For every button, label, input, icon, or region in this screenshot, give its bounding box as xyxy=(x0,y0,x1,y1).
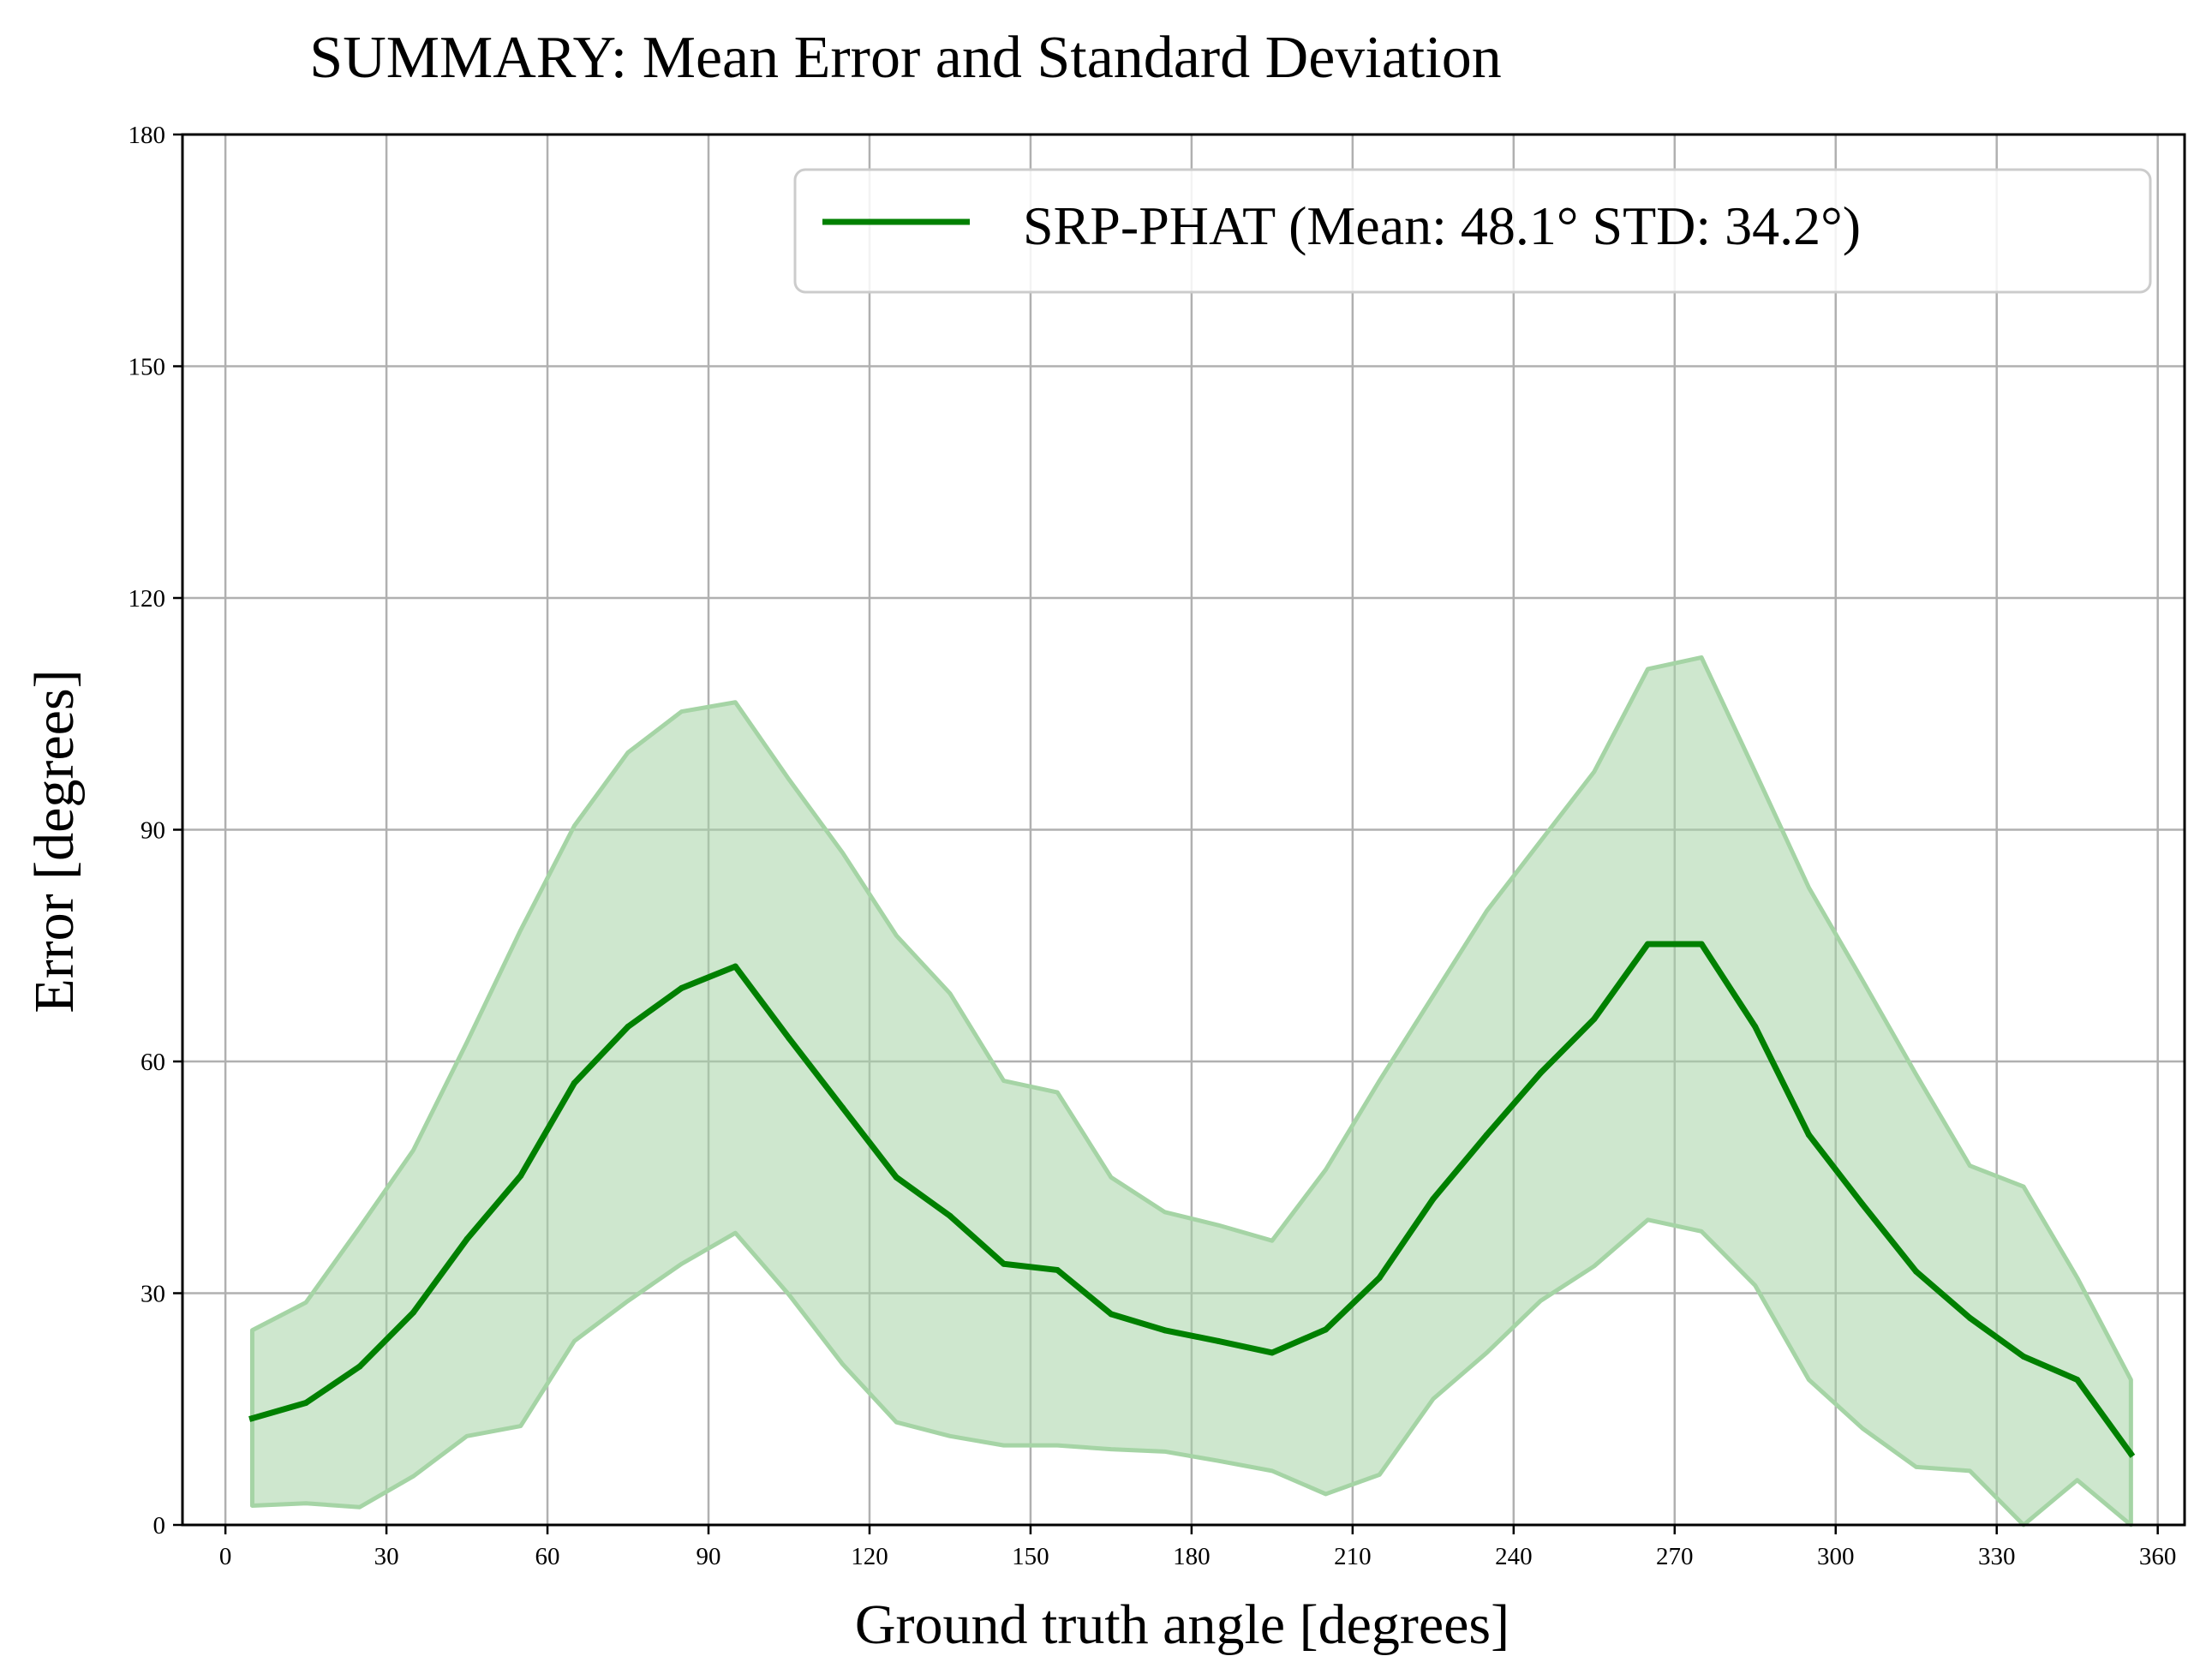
x-tick-label: 300 xyxy=(1817,1543,1855,1570)
x-tick-label: 30 xyxy=(374,1543,399,1570)
mean-line-layer xyxy=(248,941,2136,1458)
y-tick-label: 0 xyxy=(153,1512,166,1540)
mean-error-point xyxy=(786,1035,792,1042)
mean-error-point xyxy=(1859,1201,1866,1208)
mean-error-point xyxy=(947,1212,954,1219)
mean-error-point xyxy=(1054,1266,1061,1273)
mean-error-point xyxy=(1215,1337,1222,1344)
mean-error-point xyxy=(356,1363,363,1370)
legend-label: SRP-PHAT (Mean: 48.1° STD: 34.2°) xyxy=(1023,195,1861,256)
x-tick-label: 330 xyxy=(1978,1543,2016,1570)
mean-error-point xyxy=(625,1023,631,1030)
mean-error-point xyxy=(1323,1326,1330,1333)
x-tick-label: 180 xyxy=(1173,1543,1211,1570)
y-tick-label: 60 xyxy=(140,1049,165,1076)
mean-error-point xyxy=(1805,1132,1812,1139)
mean-error-point xyxy=(2127,1450,2134,1457)
mean-error-point xyxy=(410,1309,416,1316)
mean-error-point xyxy=(1752,1023,1759,1030)
mean-error-point xyxy=(732,963,738,970)
mean-error-point xyxy=(1162,1327,1169,1334)
mean-error-point xyxy=(2020,1353,2027,1360)
mean-error-point xyxy=(1483,1132,1490,1139)
mean-error-point xyxy=(1001,1260,1007,1267)
mean-error-point xyxy=(679,984,685,991)
x-tick-label: 270 xyxy=(1656,1543,1694,1570)
mean-error-point xyxy=(517,1172,524,1179)
chart-title: SUMMARY: Mean Error and Standard Deviati… xyxy=(309,25,1501,91)
y-axis-label: Error [degrees] xyxy=(23,669,86,1013)
mean-error-point xyxy=(1430,1195,1437,1202)
mean-error-point xyxy=(571,1079,577,1086)
y-tick-label: 120 xyxy=(129,585,166,613)
mean-error-point xyxy=(1537,1070,1544,1077)
y-tick-label: 180 xyxy=(129,122,166,149)
y-ticks: 0 30 60 90 120 150 180 xyxy=(129,122,182,1540)
x-tick-label: 0 xyxy=(219,1543,232,1570)
x-tick-label: 150 xyxy=(1012,1543,1049,1570)
mean-error-point xyxy=(1913,1268,1920,1275)
mean-error-point xyxy=(1376,1274,1383,1281)
mean-error-point xyxy=(893,1174,900,1181)
mean-error-point xyxy=(1591,1015,1598,1022)
x-tick-label: 90 xyxy=(696,1543,721,1570)
x-tick-label: 360 xyxy=(2139,1543,2177,1570)
mean-error-point xyxy=(1698,941,1705,948)
mean-error-point xyxy=(1644,941,1651,948)
mean-error-point xyxy=(302,1400,309,1407)
mean-error-point xyxy=(840,1104,846,1111)
x-tick-label: 120 xyxy=(851,1543,888,1570)
x-axis-label: Ground truth angle [degrees] xyxy=(855,1593,1510,1656)
x-tick-label: 240 xyxy=(1495,1543,1533,1570)
legend: SRP-PHAT (Mean: 48.1° STD: 34.2°) xyxy=(793,168,2152,294)
mean-error-line xyxy=(248,941,2136,1458)
y-tick-label: 150 xyxy=(129,354,166,381)
mean-error-point xyxy=(1269,1349,1276,1356)
x-tick-label: 60 xyxy=(535,1543,560,1570)
x-ticks: 0 30 60 90 120 150 180 210 240 270 300 330 360 xyxy=(219,1525,2177,1570)
x-tick-label: 210 xyxy=(1334,1543,1372,1570)
legend-box xyxy=(793,168,2152,294)
mean-error-point xyxy=(463,1235,470,1242)
mean-error-point xyxy=(1966,1314,1973,1321)
mean-error-point xyxy=(248,1415,255,1422)
mean-error-point xyxy=(2074,1376,2081,1383)
y-tick-label: 30 xyxy=(140,1281,165,1308)
mean-error-point xyxy=(1108,1311,1115,1318)
y-tick-label: 90 xyxy=(140,817,165,845)
